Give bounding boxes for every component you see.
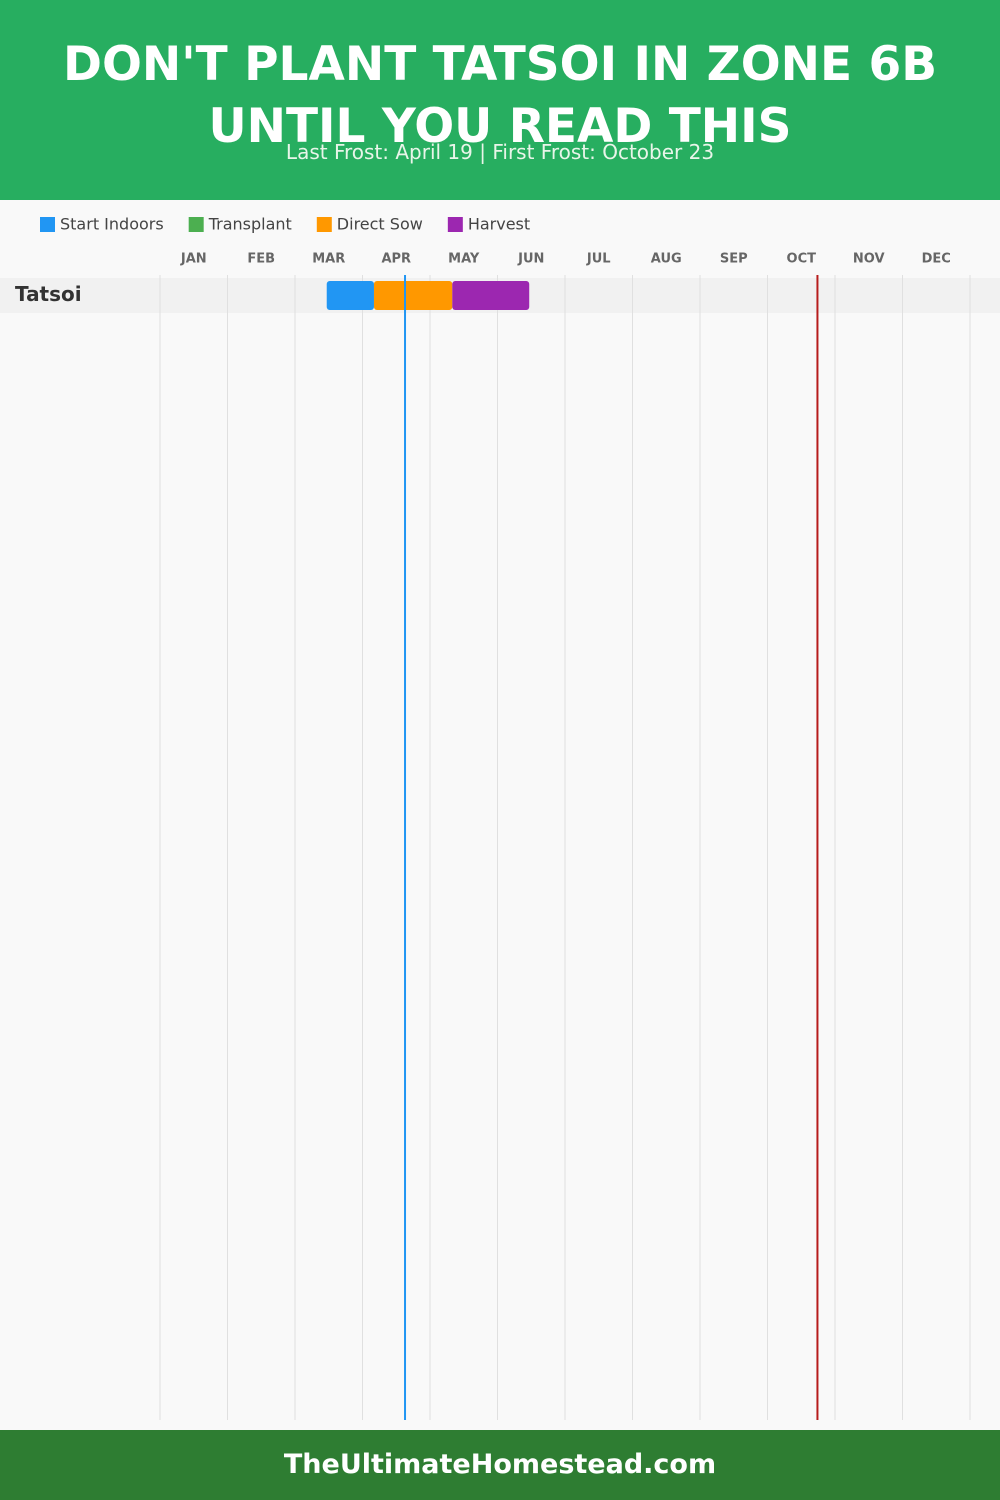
month-label: APR xyxy=(381,252,411,267)
chart: JAN FEB MAR APR MAY JUN JUL AUG SEP OCT NOV DEC Star… xyxy=(0,215,1000,1420)
legend-swatch xyxy=(40,217,55,232)
month-label: SEP xyxy=(720,252,748,267)
phase-bar xyxy=(326,281,374,310)
phase-bar xyxy=(452,281,530,310)
month-label: JUL xyxy=(586,252,611,267)
header: DON'T PLANT TATSOI IN ZONE 6B UNTIL YOU … xyxy=(0,0,1000,200)
footer: TheUltimateHomestead.com xyxy=(0,1430,1000,1500)
month-label: MAY xyxy=(448,252,480,267)
legend-label: Direct Sow xyxy=(337,215,423,234)
month-label: FEB xyxy=(247,252,275,267)
month-label: AUG xyxy=(651,252,682,267)
month-label: OCT xyxy=(787,252,817,267)
legend-label: Start Indoors xyxy=(60,215,164,234)
phase-bar xyxy=(373,281,453,310)
title: DON'T PLANT TATSOI IN ZONE 6B UNTIL YOU … xyxy=(62,37,938,154)
legend-swatch xyxy=(447,217,463,232)
month-label: NOV xyxy=(853,252,885,267)
legend-label: Harvest xyxy=(468,215,530,234)
subtitle: Last Frost: April 19 | First Frost: Octo… xyxy=(285,140,715,164)
legend-swatch xyxy=(188,217,204,232)
month-label: DEC xyxy=(922,252,951,267)
legend-swatch xyxy=(316,217,332,232)
legend-label: Transplant xyxy=(208,215,292,234)
month-label: MAR xyxy=(312,252,345,267)
month-label: JUN xyxy=(517,252,544,267)
crop-label: Tatsoi xyxy=(15,282,82,306)
month-label: JAN xyxy=(180,252,207,267)
